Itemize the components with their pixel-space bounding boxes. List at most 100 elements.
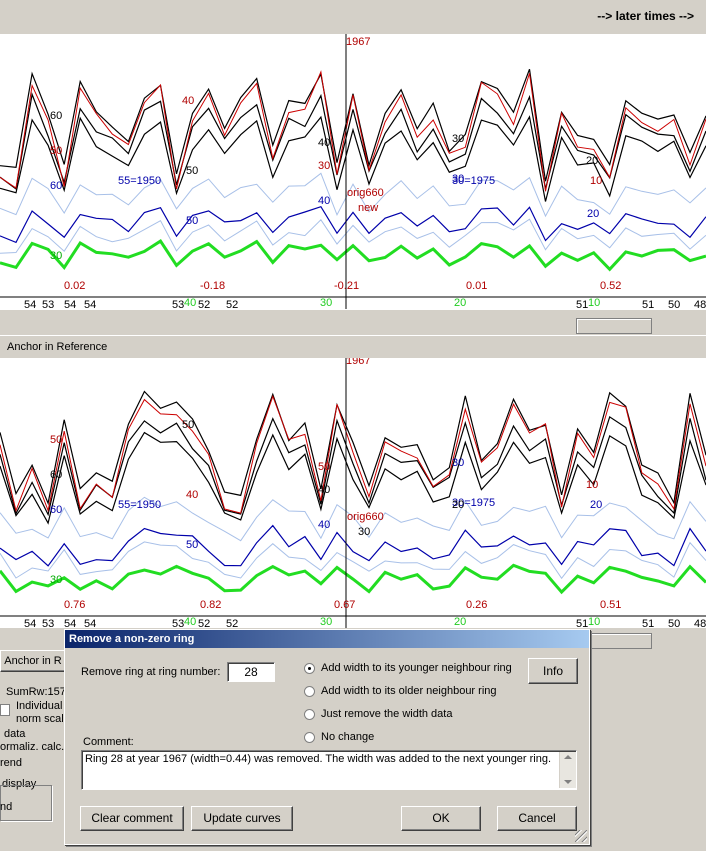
normaliz-calc-label: ormaliz. calc. bbox=[0, 741, 65, 753]
option-no-change-label[interactable]: No change bbox=[321, 731, 375, 743]
curve-label: 30 bbox=[452, 133, 464, 145]
axis-tick-label: 52 bbox=[198, 618, 210, 628]
option-younger-label[interactable]: Add width to its younger neighbour ring bbox=[321, 662, 512, 674]
curve-label: 55=1950 bbox=[118, 499, 161, 511]
radio-older-neighbour[interactable] bbox=[304, 686, 315, 697]
series-line bbox=[0, 496, 706, 542]
series-line bbox=[0, 524, 706, 567]
radio-no-change[interactable] bbox=[304, 732, 315, 743]
nd-label: nd bbox=[0, 801, 13, 813]
axis-tick-label: 54 bbox=[24, 299, 36, 309]
axis-tick-label: 53 bbox=[172, 299, 184, 309]
year-marker-label-2: 1967 bbox=[346, 358, 371, 367]
curve-label: orig660 bbox=[347, 511, 384, 523]
update-curves-button[interactable]: Update curves bbox=[191, 806, 293, 831]
anchor-tab[interactable]: Anchor in R bbox=[0, 650, 66, 672]
axis-tick-label: 51 bbox=[642, 618, 654, 628]
green-axis-label: 30 bbox=[320, 297, 332, 309]
individual-checkbox[interactable] bbox=[0, 704, 10, 716]
series-line bbox=[0, 92, 706, 190]
curve-label: 60 bbox=[50, 180, 62, 192]
curve-label: 30 bbox=[358, 526, 370, 538]
green-axis-label: 30 bbox=[320, 616, 332, 628]
cancel-button[interactable]: Cancel bbox=[497, 806, 577, 831]
ok-button[interactable]: OK bbox=[401, 806, 481, 831]
green-axis-label: 20 bbox=[454, 616, 466, 628]
sumrw-label: SumRw:157 bbox=[6, 686, 66, 698]
option-remove-label[interactable]: Just remove the width data bbox=[321, 708, 453, 720]
axis-tick-label: 48 bbox=[694, 299, 706, 309]
resize-grip-icon[interactable] bbox=[575, 830, 587, 842]
curve-label: 20 bbox=[586, 155, 598, 167]
value-label: -0.21 bbox=[334, 280, 359, 292]
curve-label: 40 bbox=[182, 95, 194, 107]
curve-label: 20 bbox=[452, 499, 464, 511]
radio-younger-neighbour[interactable] bbox=[304, 663, 315, 674]
scroll-down-icon[interactable] bbox=[564, 780, 572, 784]
comment-scrollbar[interactable] bbox=[559, 752, 576, 788]
scroll-up-icon[interactable] bbox=[564, 755, 572, 759]
info-button[interactable]: Info bbox=[528, 658, 578, 684]
axis-tick-label: 53 bbox=[42, 618, 54, 628]
year-marker-label: 1967 bbox=[346, 36, 371, 48]
later-times-button[interactable]: --> later times --> bbox=[597, 9, 694, 23]
ring-width-chart-bottom: 50 60 60 55=1950 50 40 50 30 50 40 40 orig660 30 30 30… bbox=[0, 358, 706, 628]
anchor-bar: Anchor in Reference bbox=[0, 335, 706, 359]
axis-tick-label: 51 bbox=[576, 299, 588, 309]
series-line bbox=[0, 239, 706, 272]
dialog-title: Remove a non-zero ring bbox=[65, 630, 589, 648]
ring-number-input[interactable]: 28 bbox=[227, 662, 275, 682]
axis-tick-label: 50 bbox=[668, 618, 680, 628]
series-line bbox=[0, 172, 706, 218]
curve-label: 40 bbox=[318, 484, 330, 496]
green-axis-label: 10 bbox=[588, 297, 600, 309]
horizontal-scrollbar-thumb[interactable] bbox=[576, 318, 652, 334]
curve-label: 40 bbox=[318, 195, 330, 207]
value-label: 0.52 bbox=[600, 280, 621, 292]
series-line bbox=[0, 541, 706, 580]
axis-tick-label: 51 bbox=[642, 299, 654, 309]
series-line bbox=[0, 115, 706, 202]
curve-label: 50 bbox=[186, 215, 198, 227]
axis-tick-label: 52 bbox=[226, 618, 238, 628]
curve-label: 30 bbox=[452, 173, 464, 185]
curve-label: 50 bbox=[50, 145, 62, 157]
series-line bbox=[0, 563, 706, 595]
curve-label: 30 bbox=[318, 160, 330, 172]
value-label: 0.51 bbox=[600, 599, 621, 611]
value-label: 0.82 bbox=[200, 599, 221, 611]
curve-label: 30 bbox=[50, 250, 62, 262]
curve-label: 50 bbox=[318, 461, 330, 473]
series-line bbox=[0, 431, 706, 525]
curve-label: 30=1975 bbox=[452, 175, 495, 187]
option-older-label[interactable]: Add width to its older neighbour ring bbox=[321, 685, 497, 697]
curve-label: 50 bbox=[182, 419, 194, 431]
value-label: 0.67 bbox=[334, 599, 355, 611]
axis-tick-label: 53 bbox=[172, 618, 184, 628]
green-axis-label: 40 bbox=[184, 297, 196, 309]
curve-label: 55=1950 bbox=[118, 175, 161, 187]
radio-just-remove[interactable] bbox=[304, 709, 315, 720]
top-toolbar: --> later times --> bbox=[0, 0, 706, 34]
curve-label: 10 bbox=[586, 479, 598, 491]
series-line bbox=[0, 68, 706, 182]
curve-label: 50 bbox=[50, 434, 62, 446]
axis-tick-label: 54 bbox=[84, 299, 96, 309]
plot-panel-top: 60 50 60 55=1950 40 50 50 30 40 30 40 orig660 new 30 3… bbox=[0, 34, 706, 309]
value-label: 0.76 bbox=[64, 599, 85, 611]
curve-label: 40 bbox=[318, 519, 330, 531]
series-line bbox=[0, 218, 706, 254]
value-label: 0.02 bbox=[64, 280, 85, 292]
curve-label: 60 bbox=[50, 110, 62, 122]
trend-label: rend bbox=[0, 757, 23, 769]
axis-tick-label: 54 bbox=[64, 618, 76, 628]
display-group-label: display bbox=[2, 778, 37, 790]
axis-tick-label: 48 bbox=[694, 618, 706, 628]
clear-comment-button[interactable]: Clear comment bbox=[80, 806, 184, 831]
curve-label: 60 bbox=[50, 469, 62, 481]
individual-label: Individual bbox=[16, 700, 63, 712]
series-line bbox=[0, 205, 706, 244]
series-line bbox=[0, 70, 706, 192]
comment-textarea[interactable]: Ring 28 at year 1967 (width=0.44) was re… bbox=[81, 750, 577, 790]
